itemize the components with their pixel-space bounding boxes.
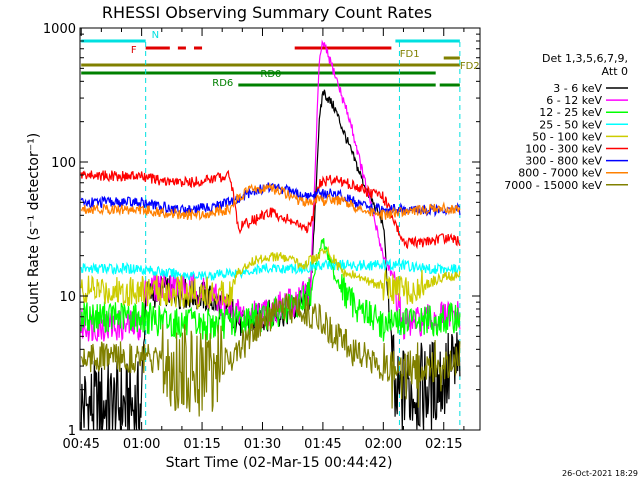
plot-frame [79, 27, 481, 431]
x-tick-label: 02:15 [425, 437, 462, 452]
legend-entry-label: 6 - 12 keV [546, 94, 602, 107]
flag-label-f: F [131, 45, 137, 56]
legend-entry-label: 25 - 50 keV [539, 118, 602, 131]
legend-entry-label: 300 - 800 keV [525, 155, 602, 168]
series-line-8 [80, 293, 461, 417]
x-axis-label: Start Time (02-Mar-15 00:44:42) [166, 455, 393, 471]
x-axis: 00:45 01:00 01:15 01:30 01:45 02:00 02:15 [62, 28, 465, 452]
y-axis: 1 10 100 1000 [43, 22, 480, 439]
x-tick-label: 01:15 [183, 437, 220, 452]
y-axis-label: Count Rate (s⁻¹ detector⁻¹) [26, 133, 42, 323]
series-line-5 [80, 169, 461, 250]
legend-entry-label: 50 - 100 keV [532, 130, 602, 143]
legend-title: Det 1,3,5,6,7,9, [542, 52, 628, 65]
series-line-3 [80, 258, 461, 281]
flag-label-n: N [152, 30, 159, 41]
y-tick-label: 100 [51, 156, 76, 171]
timestamp: 26-Oct-2021 18:29 [562, 469, 638, 478]
flag-vertical-lines [145, 42, 461, 430]
chart-title: RHESSI Observing Summary Count Rates [102, 3, 432, 22]
x-tick-label: 01:00 [123, 437, 160, 452]
x-tick-label: 02:00 [365, 437, 402, 452]
y-tick-label: 10 [59, 290, 76, 305]
x-tick-label: 01:45 [304, 437, 341, 452]
flag-label-fd1: FD1 [400, 49, 420, 60]
flag-label-rd0: RD0 [260, 69, 281, 80]
legend-entry-label: 3 - 6 keV [553, 82, 602, 95]
data-series [80, 39, 461, 431]
series-line-4 [80, 245, 461, 310]
legend-title: Att 0 [602, 65, 628, 78]
y-tick-label: 1 [68, 424, 76, 439]
y-tick-label: 1000 [43, 22, 76, 37]
x-tick-label: 00:45 [62, 437, 99, 452]
x-tick-label: 01:30 [244, 437, 281, 452]
legend-entry-label: 800 - 7000 keV [518, 167, 602, 180]
legend-entry-label: 100 - 300 keV [525, 143, 602, 156]
legend-entry-label: 7000 - 15000 keV [504, 179, 602, 192]
flag-bars: N F FD1 FD2 RD0 RD6 [81, 30, 480, 89]
flag-label-rd6: RD6 [212, 78, 233, 89]
legend-entry-label: 12 - 25 keV [539, 106, 602, 119]
series-line-7 [80, 182, 461, 221]
flag-label-fd2: FD2 [460, 61, 480, 72]
